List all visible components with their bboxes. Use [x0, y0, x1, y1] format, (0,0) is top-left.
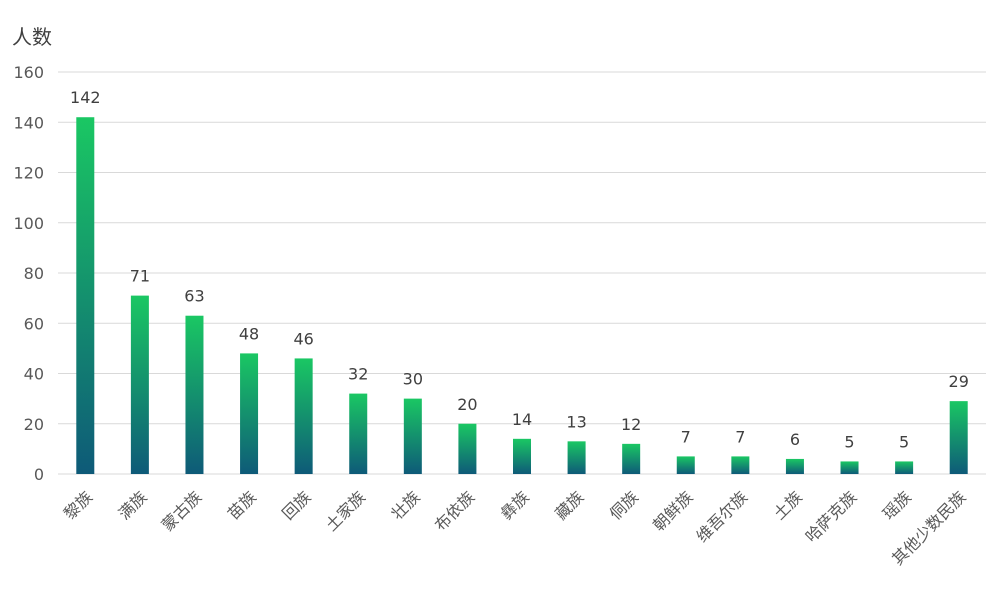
x-tick-label: 土族 — [770, 487, 806, 523]
bar — [895, 461, 914, 474]
y-tick-label: 100 — [13, 214, 44, 233]
bar — [731, 456, 750, 474]
x-tick-label: 彝族 — [497, 487, 533, 523]
data-label: 20 — [457, 395, 477, 414]
x-tick-label: 藏族 — [551, 487, 587, 523]
bar — [294, 358, 313, 474]
value-labels: 142 71 63 48 46 32 30 20 14 13 12 7 7 6 5 5 29 — [70, 88, 969, 451]
y-tick-label: 80 — [24, 264, 44, 283]
data-label: 14 — [512, 410, 532, 429]
bar — [458, 423, 477, 474]
x-tick-label: 土家族 — [322, 487, 369, 534]
bar — [76, 117, 95, 474]
gridlines — [58, 71, 986, 475]
bar — [840, 461, 859, 474]
data-label: 5 — [844, 432, 854, 451]
x-tick-label: 布依族 — [431, 487, 478, 534]
y-tick-label: 140 — [13, 113, 44, 132]
bar — [513, 438, 531, 474]
y-axis-title: 人数 — [12, 25, 52, 49]
data-label: 63 — [184, 287, 204, 306]
x-tick-label: 黎族 — [60, 487, 96, 523]
data-label: 48 — [239, 324, 259, 343]
data-label: 46 — [293, 329, 313, 348]
data-label: 5 — [899, 432, 909, 451]
data-label: 71 — [130, 267, 150, 286]
y-tick-labels: 0 20 40 60 80 100 120 140 160 — [13, 63, 44, 484]
y-tick-label: 120 — [13, 164, 44, 183]
bar — [130, 295, 149, 474]
data-label: 12 — [621, 415, 641, 434]
y-tick-label: 20 — [24, 415, 44, 434]
y-tick-label: 60 — [24, 314, 44, 333]
bar — [349, 393, 368, 474]
bar — [622, 443, 641, 474]
y-tick-label: 40 — [24, 365, 44, 384]
data-label: 7 — [681, 427, 691, 446]
x-tick-label: 侗族 — [606, 487, 642, 523]
x-tick-label: 瑶族 — [879, 487, 915, 523]
x-tick-label: 维吾尔族 — [692, 487, 751, 546]
data-label: 7 — [735, 427, 745, 446]
data-label: 13 — [566, 412, 586, 431]
y-tick-label: 160 — [13, 63, 44, 82]
bar — [676, 456, 695, 474]
bar — [185, 315, 204, 474]
data-label: 30 — [403, 370, 423, 389]
x-tick-label: 朝鲜族 — [649, 487, 696, 534]
x-tick-label: 蒙古族 — [158, 487, 205, 534]
data-label: 32 — [348, 365, 368, 384]
data-label: 29 — [949, 372, 969, 391]
y-tick-label: 0 — [34, 465, 44, 484]
bar — [949, 401, 968, 474]
bar — [403, 398, 422, 474]
bar — [240, 353, 259, 474]
data-label: 6 — [790, 430, 800, 449]
bar — [785, 458, 804, 474]
bars — [76, 117, 968, 474]
bar — [567, 441, 586, 474]
x-tick-label: 壮族 — [388, 487, 424, 523]
data-label: 142 — [70, 88, 101, 107]
x-tick-label: 满族 — [115, 487, 151, 523]
x-tick-label: 哈萨克族 — [802, 487, 861, 546]
x-tick-label: 苗族 — [224, 487, 260, 523]
x-tick-label: 回族 — [278, 487, 314, 523]
